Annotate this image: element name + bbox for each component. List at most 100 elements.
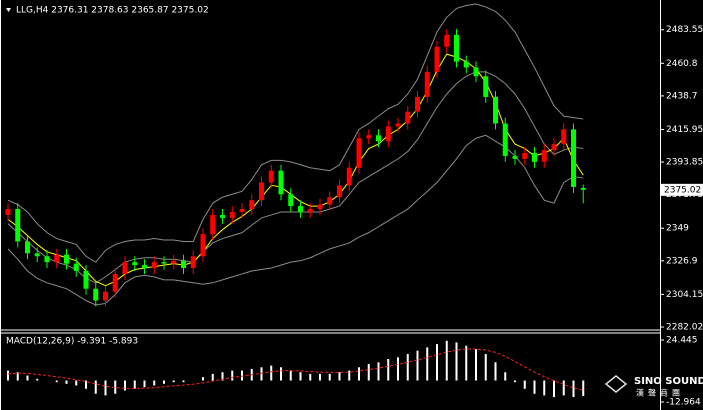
- candle-body: [571, 129, 576, 187]
- y-tick-label: 2304.15: [666, 290, 703, 300]
- macd-bar: [75, 380, 78, 386]
- candle-body: [298, 206, 303, 212]
- macd-bar: [55, 380, 58, 383]
- macd-bar: [514, 380, 516, 383]
- candle-body: [5, 209, 11, 215]
- candle-body: [317, 204, 323, 210]
- candle-body: [278, 170, 284, 195]
- candle-body: [220, 214, 225, 218]
- candle-body: [405, 111, 411, 124]
- candle-body: [288, 194, 294, 207]
- candle-body: [161, 262, 167, 264]
- indicator-line: [7, 3, 584, 263]
- macd-bar: [85, 380, 87, 389]
- macd-bar: [182, 380, 185, 383]
- candle-body: [132, 262, 138, 266]
- macd-bar: [211, 373, 214, 381]
- macd-bar: [475, 349, 477, 381]
- macd-bar: [231, 370, 234, 381]
- macd-bar: [436, 344, 438, 381]
- macd-bar: [582, 380, 585, 397]
- candle-body: [580, 187, 586, 190]
- candle-body: [454, 34, 459, 62]
- candle-body: [112, 273, 118, 292]
- candle-body: [522, 152, 528, 159]
- y-tick-label: 2393.85: [666, 158, 703, 168]
- candle-body: [385, 126, 391, 142]
- y-tick-label: 2460.8: [666, 59, 698, 69]
- candle-body: [551, 144, 557, 151]
- candle-body: [181, 260, 186, 269]
- candle-body: [122, 262, 128, 274]
- candle-body: [190, 256, 196, 269]
- candle-body: [151, 262, 157, 269]
- candle-body: [327, 197, 333, 205]
- macd-bar: [562, 380, 565, 396]
- macd-bar: [523, 380, 526, 389]
- macd-bar: [358, 367, 360, 381]
- y-tick-label: 2415.95: [666, 125, 703, 135]
- watermark-brand: SINO SOUND: [634, 376, 703, 387]
- candle-body: [249, 200, 255, 210]
- macd-header: MACD(12,26,9) -9.391 -5.893: [6, 337, 138, 347]
- macd-bar: [114, 380, 117, 394]
- macd-bar: [348, 370, 351, 381]
- candle-body: [34, 253, 40, 257]
- candle-body: [239, 209, 245, 212]
- macd-bar: [280, 367, 282, 381]
- candle-body: [502, 123, 508, 156]
- macd-bar: [416, 350, 419, 381]
- candle-body: [424, 71, 430, 97]
- menu-arrow: [6, 8, 11, 12]
- macd-bar: [484, 354, 487, 381]
- candle-body: [307, 209, 313, 212]
- candle-body: [93, 288, 99, 301]
- candle-body: [171, 260, 177, 264]
- candle-body: [395, 123, 401, 127]
- indicator-line: [7, 71, 584, 284]
- candle-body: [64, 254, 69, 264]
- macd-bar: [36, 378, 39, 381]
- candle-body: [103, 291, 108, 301]
- macd-bar: [572, 380, 575, 398]
- candle-body: [483, 76, 489, 97]
- candle-body: [493, 96, 498, 124]
- y-tick-label: 2483.55: [666, 25, 703, 35]
- candle-body: [473, 67, 479, 77]
- macd-bar: [104, 380, 107, 396]
- y-tick-label: -12.964: [666, 397, 701, 407]
- watermark: SINO SOUND 漢聲商團: [604, 375, 703, 398]
- candle-body: [25, 241, 30, 254]
- logo: [604, 375, 628, 393]
- macd-bar: [543, 380, 546, 396]
- macd-bar: [241, 370, 243, 381]
- indicator-line: [7, 134, 584, 306]
- y-tick-label: 2282.02: [666, 323, 703, 333]
- macd-bar: [533, 380, 536, 394]
- candle-body: [229, 211, 235, 218]
- macd-bar: [172, 380, 175, 383]
- macd-bar: [124, 380, 126, 391]
- candle-body: [356, 138, 362, 168]
- macd-bar: [406, 354, 409, 381]
- macd-bar: [163, 380, 165, 384]
- macd-bar: [455, 342, 458, 381]
- macd-bar: [202, 377, 204, 381]
- macd-bar: [367, 363, 370, 381]
- macd-bar: [553, 380, 555, 398]
- candle-body: [444, 34, 450, 47]
- macd-bar: [289, 370, 292, 381]
- candle-body: [83, 270, 89, 289]
- macd-bar: [445, 340, 448, 381]
- y-tick-label: 2438.7: [666, 91, 698, 101]
- macd-bar: [153, 380, 156, 386]
- candle-body: [415, 96, 420, 112]
- candle-body: [346, 167, 352, 186]
- candle-body: [210, 214, 216, 235]
- macd-bar: [221, 372, 224, 381]
- macd-bar: [397, 357, 399, 381]
- chart-header: LLG,H4 2376.31 2378.63 2365.87 2375.02: [16, 6, 209, 16]
- macd-bar: [260, 367, 263, 381]
